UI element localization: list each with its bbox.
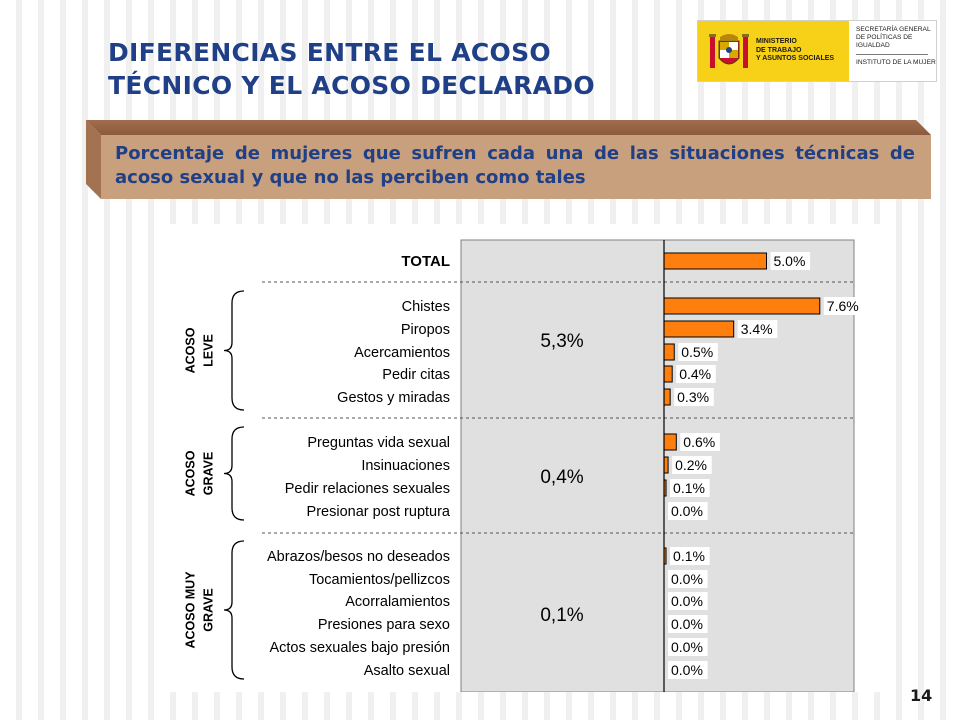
data-label-background (680, 433, 720, 451)
data-label-background (670, 547, 710, 565)
declared-value: 0,1% (540, 605, 583, 626)
data-label: 3.4% (741, 321, 773, 337)
page-title-line-2: TÉCNICO Y EL ACOSO DECLARADO (108, 71, 595, 100)
data-label: 0.0% (671, 616, 703, 632)
group-label: GRAVE (201, 452, 215, 496)
data-label-background (823, 297, 864, 315)
data-label-background (670, 479, 710, 497)
category-label: Abrazos/besos no deseados (267, 549, 450, 565)
bar (663, 252, 767, 270)
data-label-background (674, 388, 714, 406)
data-label: 0.4% (679, 366, 711, 382)
logo-instituto-text: INSTITUTO DE LA MUJER (856, 59, 936, 66)
data-label: 0.1% (673, 480, 705, 496)
category-label: Presiones para sexo (318, 617, 450, 633)
declared-value: 0,4% (540, 467, 583, 488)
data-label-background (737, 320, 778, 338)
subtitle-text: Porcentaje de mujeres que sufren cada un… (115, 143, 915, 188)
page-number: 14 (910, 686, 933, 705)
group-label: ACOSO (183, 327, 197, 373)
logo-secondary: SECRETARÍA GENERAL DE POLÍTICAS DE IGUAL… (856, 26, 936, 67)
bar (663, 365, 673, 383)
category-label: Preguntas vida sexual (307, 435, 450, 451)
bar (663, 456, 669, 474)
bar (663, 433, 677, 451)
coat-of-arms-icon (709, 34, 749, 68)
data-label: 0.0% (671, 503, 703, 519)
category-label: Gestos y miradas (337, 390, 450, 406)
group-label: GRAVE (201, 588, 215, 632)
bar (663, 320, 735, 338)
data-label-background (668, 502, 708, 520)
category-label: TOTAL (401, 253, 450, 270)
group-label: ACOSO (183, 450, 197, 496)
ministry-logo: MINISTERIO DE TRABAJO Y ASUNTOS SOCIALES… (697, 20, 937, 82)
data-label-background (678, 343, 718, 361)
declared-value: 5,3% (540, 331, 583, 352)
data-label-background (672, 456, 712, 474)
data-label-background (668, 638, 708, 656)
page-title-line-1: DIFERENCIAS ENTRE EL ACOSO (108, 38, 551, 67)
data-label: 0.5% (681, 344, 713, 360)
data-label: 0.6% (683, 434, 715, 450)
plot-panel (460, 239, 855, 692)
category-label: Chistes (402, 299, 450, 315)
group-bracket (223, 540, 245, 680)
data-label: 0.2% (675, 457, 707, 473)
data-label-background (668, 615, 708, 633)
category-label: Acercamientos (354, 345, 450, 361)
group-label: LEVE (201, 334, 215, 367)
category-label: Insinuaciones (361, 458, 450, 474)
logo-divider (856, 54, 928, 55)
subtitle-banner (86, 120, 931, 199)
logo-ministry-text: MINISTERIO DE TRABAJO Y ASUNTOS SOCIALES (756, 38, 835, 62)
logo-secretaria-text: SECRETARÍA GENERAL DE POLÍTICAS DE IGUAL… (856, 26, 931, 49)
bar-chart: TOTAL 5.0% Chistes 7.6% Piropos 3.4% Acercamie… (170, 224, 880, 692)
data-label-background (668, 661, 708, 679)
data-label: 0.0% (671, 662, 703, 678)
category-label: Acorralamientos (345, 594, 450, 610)
data-label: 0.1% (673, 548, 705, 564)
data-label-background (676, 365, 716, 383)
data-label: 0.0% (671, 571, 703, 587)
data-label: 5.0% (774, 253, 806, 269)
data-label: 0.3% (677, 389, 709, 405)
data-label: 0.0% (671, 639, 703, 655)
category-label: Pedir citas (382, 367, 450, 383)
data-label: 7.6% (827, 298, 859, 314)
bar (663, 388, 671, 406)
category-label: Pedir relaciones sexuales (285, 481, 450, 497)
group-label: ACOSO MUY (183, 571, 197, 649)
category-label: Presionar post ruptura (307, 504, 451, 520)
category-label: Piropos (401, 322, 450, 338)
page-title: DIFERENCIAS ENTRE EL ACOSO TÉCNICO Y EL … (108, 36, 668, 102)
category-label: Tocamientos/pellizcos (309, 572, 450, 588)
data-label-background (668, 592, 708, 610)
category-label: Actos sexuales bajo presión (269, 640, 450, 656)
data-label-background (668, 570, 708, 588)
bar (663, 297, 821, 315)
group-bracket (223, 426, 245, 521)
data-label: 0.0% (671, 593, 703, 609)
data-label-background (770, 252, 811, 270)
category-label: Asalto sexual (364, 663, 450, 679)
group-bracket (223, 290, 245, 411)
bar (663, 343, 675, 361)
